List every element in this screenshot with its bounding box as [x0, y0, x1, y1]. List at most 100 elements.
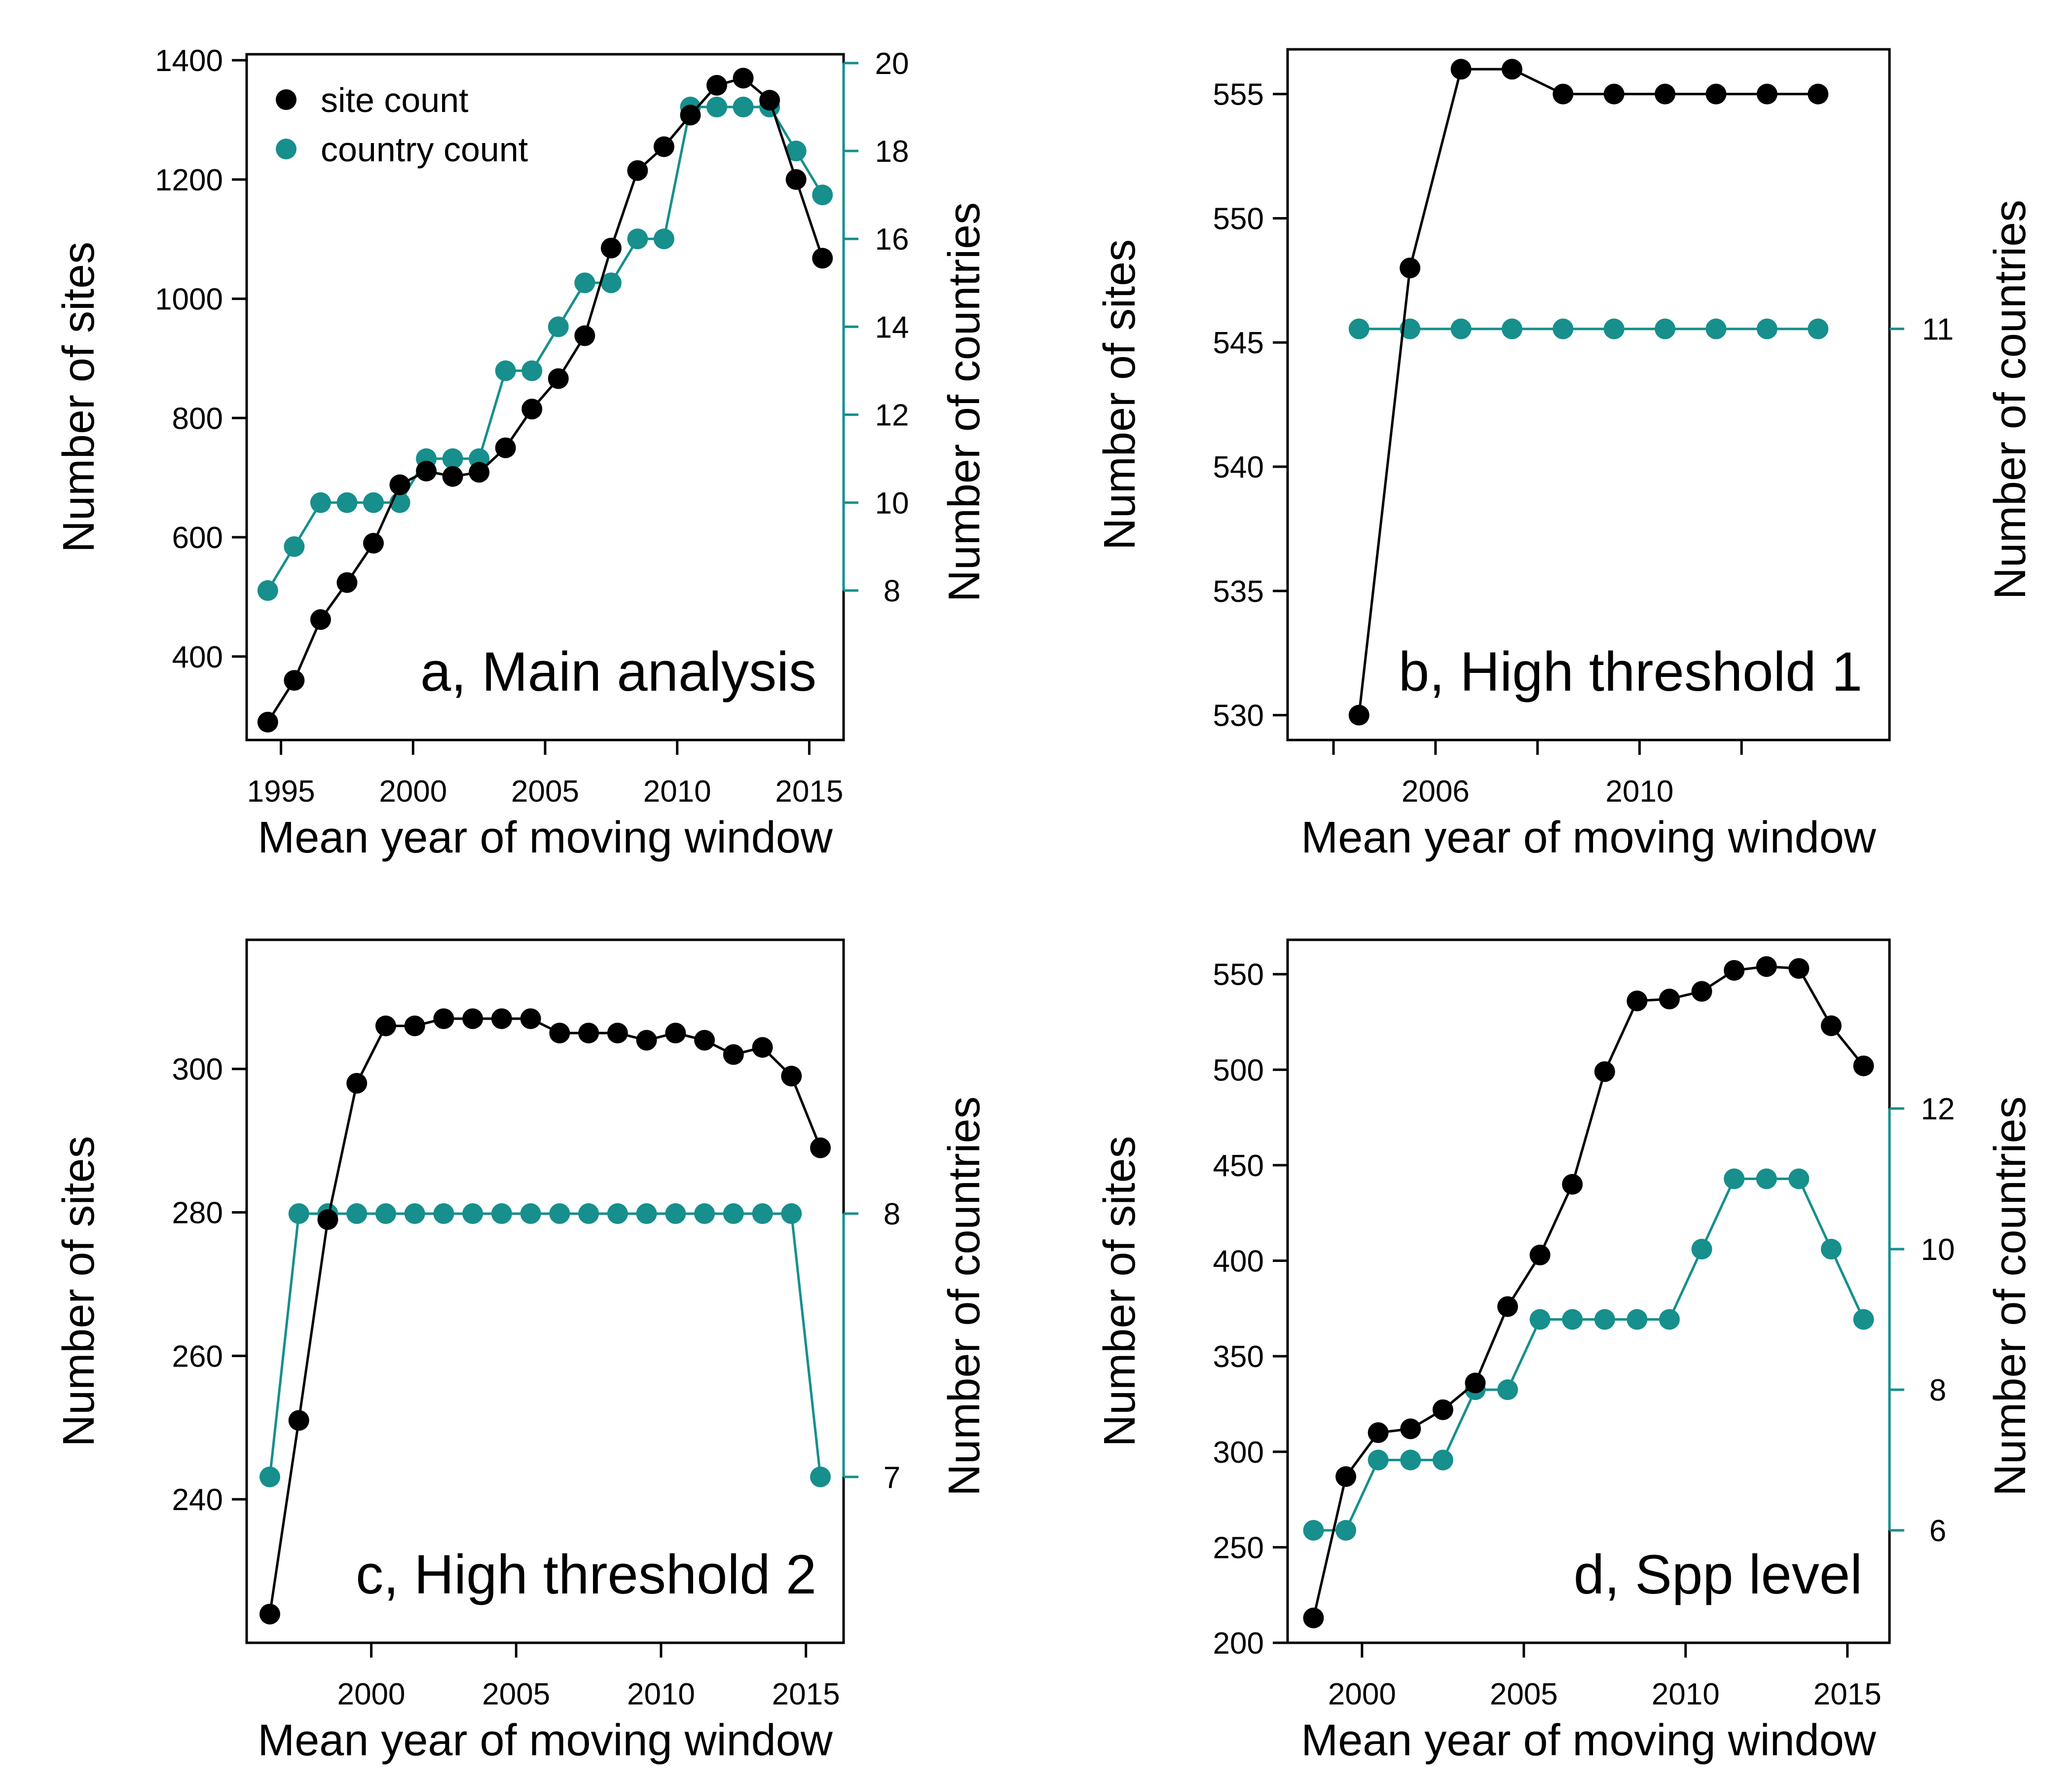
y-axis-label: Number of sites [54, 242, 104, 553]
data-point [1562, 1309, 1583, 1330]
x-tick-label: 2000 [379, 775, 447, 809]
x-tick-label: 1995 [247, 775, 315, 809]
series-country-count [257, 96, 833, 601]
data-point [520, 1203, 541, 1224]
y2-tick-label: 12 [1921, 1092, 1955, 1126]
y-tick-label: 1400 [155, 44, 223, 78]
data-point [653, 136, 674, 157]
data-point [1432, 1449, 1453, 1471]
y-tick-label: 1200 [155, 163, 223, 197]
x-tick-label: 2010 [643, 775, 711, 809]
data-point [363, 533, 384, 554]
series-line [268, 1212, 822, 1478]
data-point [1756, 318, 1777, 339]
series-line [1312, 965, 1865, 1619]
y-tick-label: 540 [1213, 450, 1264, 484]
data-point [627, 160, 648, 181]
data-point [442, 448, 463, 469]
y2-tick-label: 8 [884, 1197, 900, 1231]
data-point [723, 1203, 744, 1224]
x-tick-label: 2005 [482, 1677, 550, 1711]
panel-label: c, High threshold 2 [356, 1544, 816, 1605]
data-point [1400, 1418, 1421, 1440]
data-point [1691, 981, 1712, 1002]
x-tick-label: 2010 [1652, 1677, 1720, 1711]
data-point [1724, 1168, 1745, 1189]
x-axis-label: Mean year of moving window [1301, 813, 1877, 862]
data-point [1705, 83, 1727, 105]
series-country-count [1348, 318, 1829, 339]
data-point [653, 228, 674, 250]
data-point [549, 1023, 570, 1044]
panel-c: 2000 2005 2010 2015 240 260 280 300 7 8 Mean year … [54, 938, 989, 1765]
data-point [433, 1008, 454, 1029]
data-point [346, 1073, 368, 1094]
data-point [469, 462, 490, 483]
data-point [346, 1203, 368, 1224]
legend-marker [276, 139, 296, 159]
data-point [1335, 1520, 1357, 1541]
series-line [266, 76, 824, 723]
y-tick-label: 400 [1213, 1245, 1264, 1279]
data-point [1627, 990, 1648, 1011]
y-axis-label: Number of sites [1095, 1136, 1145, 1446]
series-line [1358, 68, 1818, 715]
data-point [495, 360, 516, 381]
data-point [491, 1008, 512, 1029]
x-tick-label: 2000 [1328, 1677, 1396, 1711]
data-point [491, 1203, 512, 1224]
x-tick-label: 2010 [1605, 775, 1673, 809]
y2-tick-label: 7 [884, 1461, 900, 1495]
data-point [1497, 1379, 1518, 1400]
data-point [759, 90, 780, 111]
data-point [1808, 318, 1829, 339]
panel-label: d, Spp level [1574, 1544, 1862, 1605]
series-site-count [1348, 59, 1829, 726]
data-point [1348, 318, 1369, 339]
data-point [706, 96, 728, 117]
data-point [548, 368, 569, 389]
data-point [574, 325, 595, 346]
series-line [1313, 1178, 1865, 1532]
data-point [1553, 318, 1574, 339]
data-point [680, 105, 701, 126]
x-axis-label: Mean year of moving window [1301, 1716, 1877, 1765]
y2-tick-label: 12 [875, 399, 909, 433]
y-tick-label: 240 [172, 1483, 223, 1517]
panel-b: 2006 2010 530 535 540 545 550 555 11 Mean year of… [1095, 48, 2035, 862]
data-point [310, 492, 331, 513]
data-point [317, 1209, 338, 1230]
y-tick-label: 600 [172, 521, 223, 555]
data-point [1853, 1055, 1874, 1076]
y2-tick-label: 6 [1929, 1514, 1946, 1548]
x-tick-label: 2010 [627, 1677, 695, 1711]
data-point [733, 68, 754, 89]
y-axis-label: Number of sites [54, 1136, 104, 1446]
y2-tick-label: 14 [875, 310, 909, 344]
data-point [1368, 1422, 1389, 1443]
y-tick-label: 555 [1213, 78, 1264, 112]
data-point [1691, 1239, 1712, 1259]
data-point [288, 1203, 309, 1224]
legend-entry: country count [321, 130, 528, 169]
data-point [752, 1037, 773, 1058]
data-point [785, 141, 807, 162]
y-tick-label: 350 [1213, 1340, 1264, 1374]
data-point [336, 492, 358, 513]
data-point [1497, 1296, 1518, 1317]
data-point [495, 437, 516, 458]
data-point [723, 1044, 744, 1065]
data-point [1756, 1168, 1777, 1189]
data-point [1788, 1168, 1810, 1189]
data-point [284, 670, 305, 691]
data-point [694, 1203, 715, 1224]
legend: site count country count [276, 81, 528, 169]
data-point [259, 1603, 280, 1625]
data-point [442, 466, 463, 487]
data-point [548, 316, 569, 337]
data-point [1655, 83, 1676, 105]
data-point [259, 1466, 280, 1487]
data-point [694, 1030, 715, 1051]
y-tick-label: 400 [172, 640, 223, 674]
series-line [266, 106, 824, 592]
